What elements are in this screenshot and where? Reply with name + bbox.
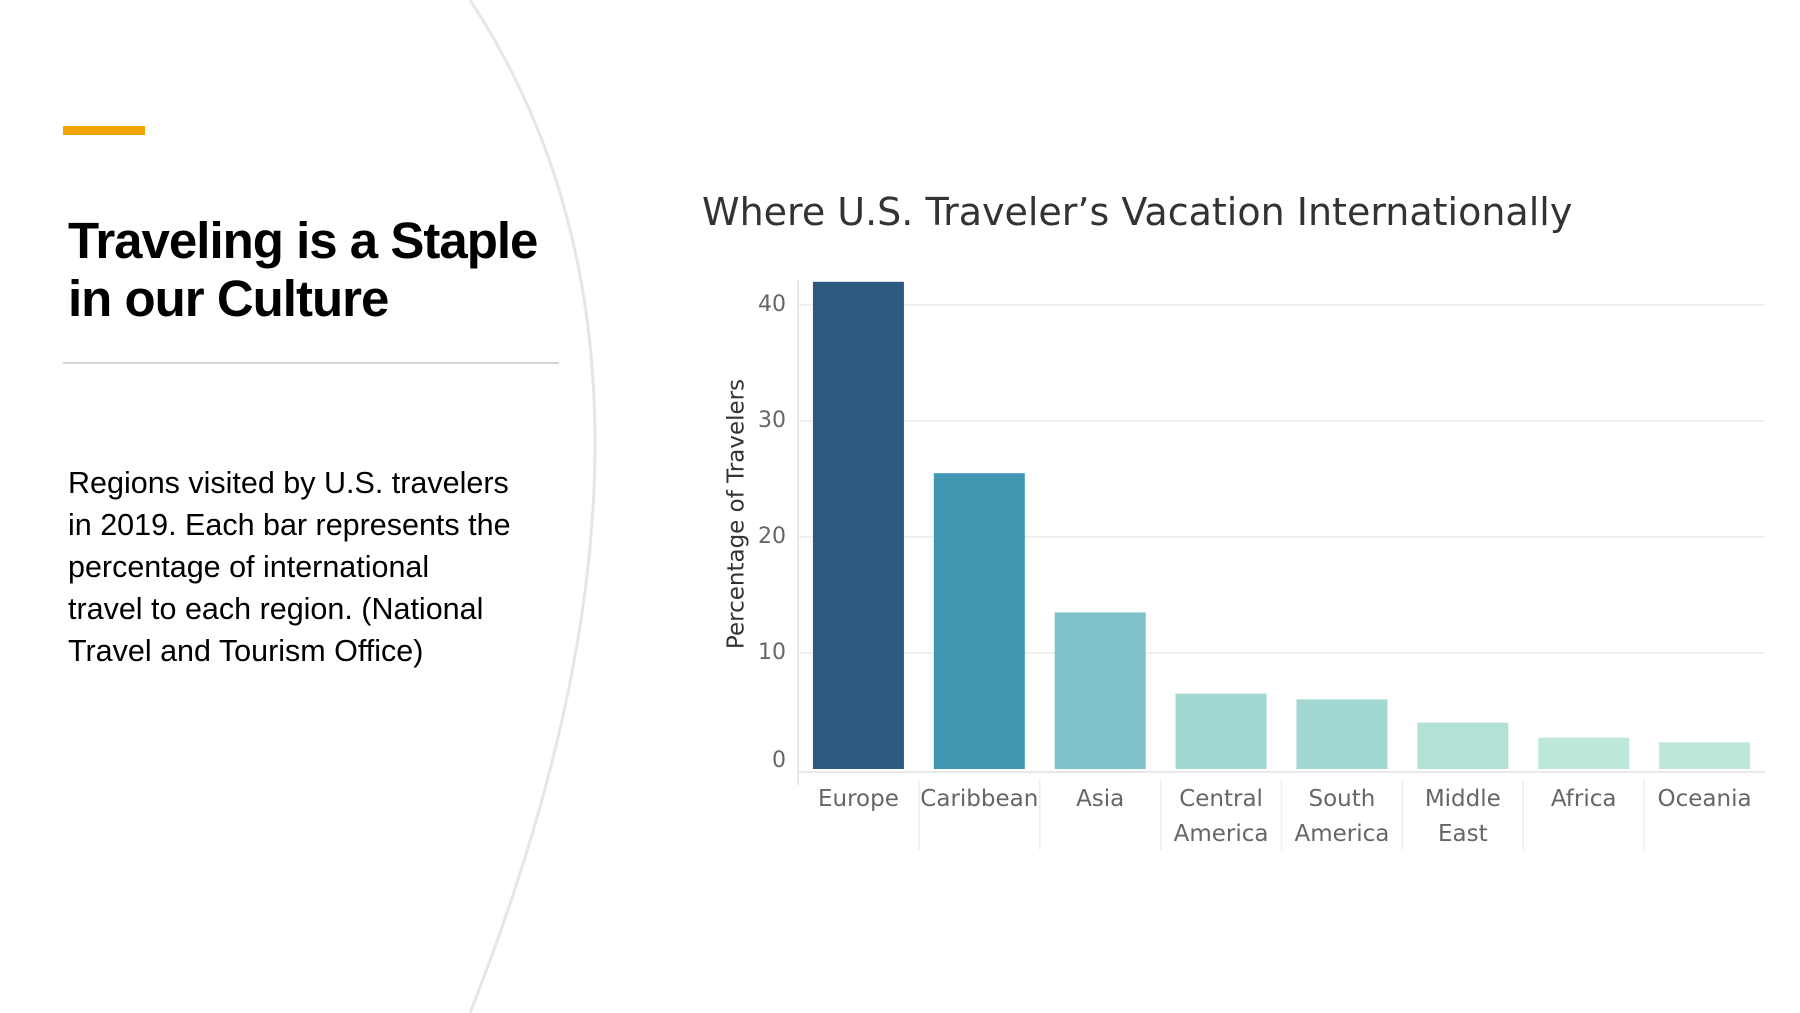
y-tick-label: 20 [758, 524, 786, 549]
bar [1538, 737, 1630, 769]
bar [1175, 693, 1267, 769]
y-tick-label: 30 [758, 408, 786, 433]
x-category-label: America [1174, 821, 1269, 847]
description-line: Travel and Tourism Office) [68, 634, 424, 668]
slide-title-line: in our Culture [68, 270, 389, 327]
bars [812, 281, 1751, 769]
description-line: travel to each region. (National [68, 592, 484, 626]
accent-bar [63, 126, 145, 135]
description-line: Regions visited by U.S. travelers [68, 466, 509, 500]
x-category-label: America [1295, 821, 1390, 847]
axes [797, 280, 1765, 785]
x-category-label: East [1438, 821, 1488, 847]
bar [933, 473, 1025, 769]
bar [1054, 612, 1146, 769]
x-category-label: Asia [1076, 786, 1124, 812]
y-tick-label: 0 [772, 748, 786, 773]
y-tick-label: 10 [758, 640, 786, 665]
title-divider [63, 362, 559, 364]
chart-title: Where U.S. Traveler’s Vacation Internati… [702, 190, 1573, 234]
x-category-label: Oceania [1658, 786, 1752, 812]
slide-title-line: Traveling is a Staple [68, 212, 538, 269]
bar [812, 281, 904, 769]
x-category-label: Central [1179, 786, 1263, 812]
x-category-label: Middle [1425, 786, 1501, 812]
bar [1417, 722, 1509, 769]
x-category-label: South [1309, 786, 1376, 812]
bar [1296, 699, 1388, 769]
x-category-label: Caribbean [920, 786, 1038, 812]
x-category-label: Africa [1551, 786, 1617, 812]
bar [1659, 742, 1751, 769]
description-line: in 2019. Each bar represents the [68, 508, 511, 542]
slide-description: Regions visited by U.S. travelers in 201… [68, 462, 588, 672]
y-axis-label: Percentage of Travelers [724, 379, 750, 649]
description-line: percentage of international [68, 550, 430, 584]
x-category-labels: Europe Caribbean Asia Central America South Am… [818, 780, 1752, 850]
slide-title: Traveling is a Staple in our Culture [68, 212, 628, 328]
y-tick-label: 40 [758, 292, 786, 317]
y-tick-labels: 0 10 20 30 40 [758, 292, 786, 773]
x-category-label: Europe [818, 786, 899, 812]
